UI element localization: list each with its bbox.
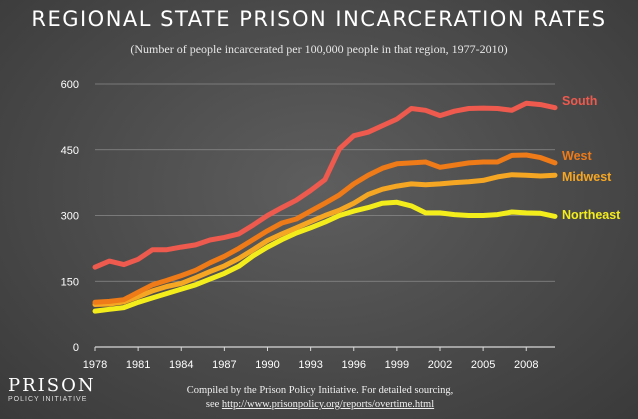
series-line-northeast [92, 199, 558, 314]
x-tick-label: 1996 [342, 359, 366, 371]
x-tick-label: 1978 [83, 359, 107, 371]
x-tick-label: 2002 [428, 359, 452, 371]
series-label-midwest: Midwest [562, 170, 612, 184]
x-tick-label: 1984 [169, 359, 193, 371]
logo-small-text: POLICY INITIATIVE [8, 396, 88, 403]
series-line-midwest [92, 172, 558, 307]
series-labels: South West Midwest Northeast [562, 94, 621, 222]
x-tick-label: 1999 [385, 359, 409, 371]
series-line-west [92, 152, 558, 305]
series-label-northeast: Northeast [562, 208, 621, 222]
series-group [92, 100, 558, 314]
x-tick-label: 2005 [471, 359, 495, 371]
series-line-south [92, 100, 558, 270]
y-tick-label: 0 [73, 342, 79, 354]
chart-title: REGIONAL STATE PRISON INCARCERATION RATE… [31, 7, 607, 31]
x-tick-label: 1990 [255, 359, 279, 371]
series-label-west: West [562, 149, 592, 163]
y-tick-label: 150 [61, 276, 79, 288]
x-tick-label: 1987 [212, 359, 236, 371]
x-tick-label: 1993 [298, 359, 322, 371]
source-link[interactable]: http://www.prisonpolicy.org/reports/over… [221, 399, 435, 410]
source-note-line2: see http://www.prisonpolicy.org/reports/… [170, 398, 470, 412]
y-tick-label: 450 [61, 145, 79, 157]
series-label-south: South [562, 94, 597, 108]
y-tick-label: 300 [61, 211, 79, 223]
logo-big-text: PRISON [8, 375, 96, 396]
source-note: Compiled by the Prison Policy Initiative… [170, 384, 470, 412]
x-tick-label: 1981 [126, 359, 150, 371]
source-note-line1: Compiled by the Prison Policy Initiative… [186, 385, 454, 396]
chart-subtitle: (Number of people incarcerated per 100,0… [130, 42, 508, 56]
x-tick-label: 2008 [514, 359, 538, 371]
axes: 0 150 300 450 600 1978 1981 1984 1987 1990 1993 199… [61, 79, 555, 371]
source-note-prefix: see [205, 399, 222, 410]
y-tick-label: 600 [61, 79, 79, 91]
prison-policy-logo: PRISON POLICY INITIATIVE [8, 375, 96, 404]
